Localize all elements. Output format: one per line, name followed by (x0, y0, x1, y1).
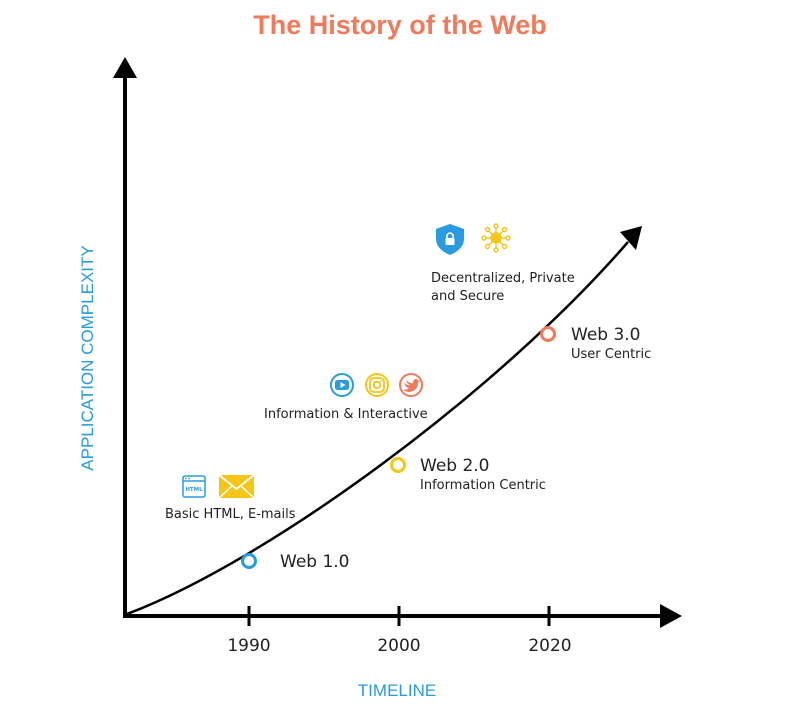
x-axis-label: TIMELINE (358, 681, 436, 700)
shield-lock-icon (436, 224, 464, 255)
diagram-title: The History of the Web (253, 10, 547, 40)
instagram-icon (365, 373, 389, 397)
web2-marker (390, 457, 406, 473)
twitter-icon (399, 373, 423, 397)
web1-marker (241, 553, 257, 569)
y-axis-arrowhead (113, 57, 137, 78)
youtube-icon (330, 373, 354, 397)
axes (113, 57, 682, 628)
growth-curve (126, 241, 629, 616)
curve-arrowhead (620, 226, 642, 250)
web1-description: Basic HTML, E-mails (165, 507, 296, 522)
html-icon-text: HTML (185, 487, 203, 493)
x-axis-arrowhead (660, 604, 682, 628)
web3-description-line1: Decentralized, Private (431, 271, 575, 286)
tick-label-1990: 1990 (227, 636, 270, 656)
web3-marker (540, 326, 556, 342)
tick-label-2020: 2020 (528, 636, 571, 656)
html-page-icon: HTML (182, 475, 206, 498)
web2-subtitle: Information Centric (420, 478, 546, 493)
web2-description: Information & Interactive (264, 407, 428, 422)
web3-description-line2: and Secure (431, 289, 504, 304)
web1-label: Web 1.0 (280, 552, 350, 572)
network-node-icon (481, 223, 511, 253)
web3-label: Web 3.0 (571, 325, 641, 345)
web2-label: Web 2.0 (420, 456, 490, 476)
y-axis-label: APPLICATION COMPLEXITY (78, 245, 97, 470)
tick-label-2000: 2000 (377, 636, 420, 656)
envelope-icon (218, 474, 255, 499)
web3-subtitle: User Centric (571, 347, 651, 362)
